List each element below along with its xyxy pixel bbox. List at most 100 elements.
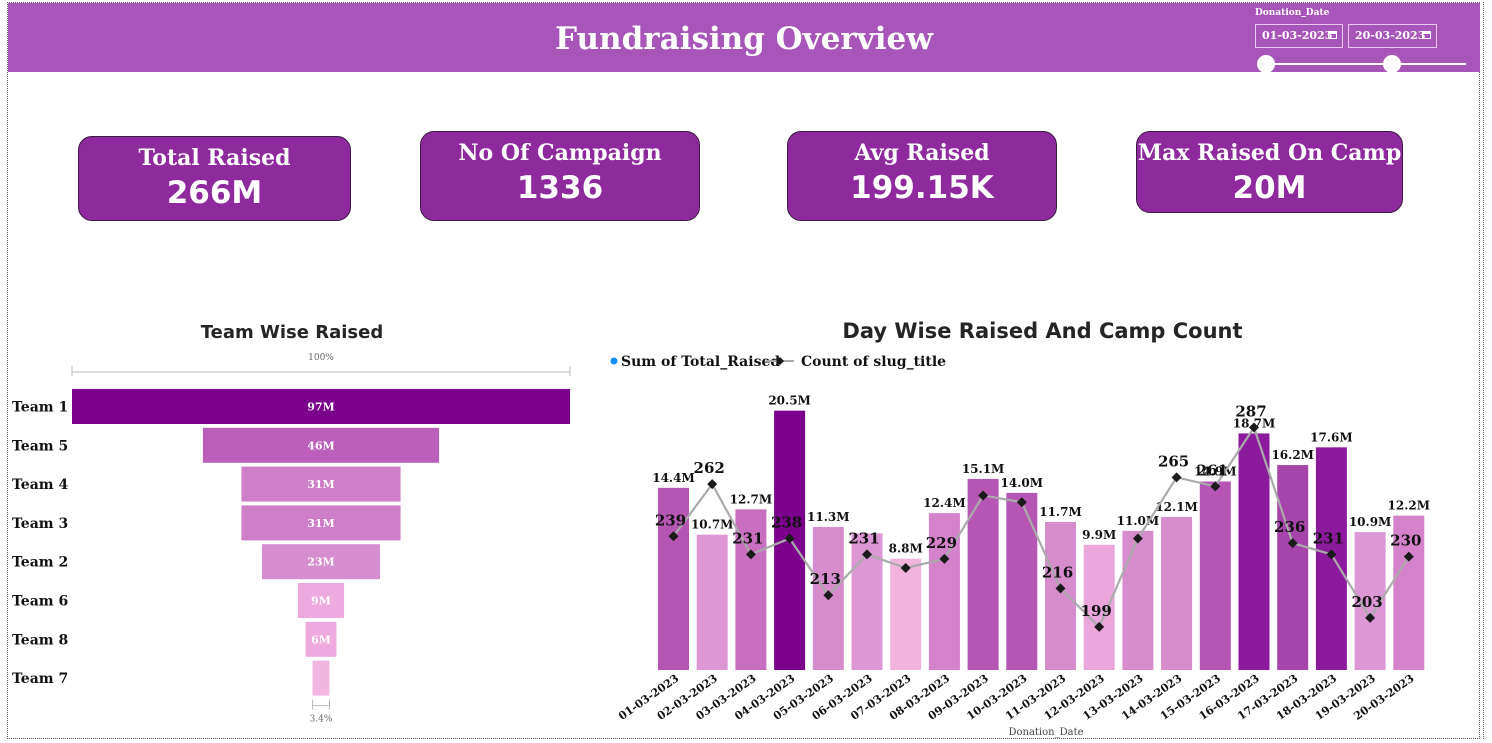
line-data-label: 216 — [1042, 563, 1073, 581]
funnel-data-label: 31M — [307, 517, 334, 530]
kpi-value: 199.15K — [850, 170, 994, 206]
line-data-label: 229 — [926, 534, 957, 552]
day-bar — [967, 478, 999, 670]
day-bar — [1083, 544, 1115, 670]
line-marker — [1326, 549, 1337, 560]
line-marker — [1249, 422, 1259, 433]
line-data-label: 230 — [1390, 532, 1421, 550]
line-marker — [823, 590, 834, 601]
bar-data-label: 9.9M — [1082, 528, 1116, 542]
start-date-input[interactable]: 01-03-2023 — [1255, 24, 1343, 48]
line-data-label: 231 — [1313, 529, 1344, 547]
line-data-label: 203 — [1351, 593, 1382, 611]
day-bar — [1122, 530, 1154, 670]
line-marker — [1016, 497, 1027, 508]
kpi-card-max-raised: Max Raised On Camp 20M — [1136, 131, 1403, 213]
bar-data-label: 17.6M — [1310, 430, 1353, 444]
kpi-label: Max Raised On Camp — [1137, 140, 1402, 166]
funnel-category-label: Team 7 — [12, 671, 68, 687]
funnel-top-label: 100% — [308, 353, 334, 363]
line-marker — [745, 549, 756, 560]
page-title: Fundraising Overview — [555, 21, 933, 57]
day-bar — [928, 513, 960, 670]
line-marker — [1094, 621, 1105, 632]
end-date-input[interactable]: 20-03-2023 — [1348, 24, 1437, 48]
funnel-bar — [305, 621, 337, 657]
line-data-label: 265 — [1158, 452, 1189, 470]
funnel-bottom-label: 3.4% — [310, 715, 333, 725]
kpi-card-total-raised: Total Raised 266M — [78, 136, 351, 221]
funnel-category-label: Team 8 — [12, 632, 68, 648]
bar-data-label: 14.9M — [1194, 464, 1237, 478]
line-marker — [939, 553, 950, 564]
funnel-bar — [261, 544, 381, 580]
funnel-category-label: Team 2 — [12, 555, 68, 571]
line-marker — [978, 490, 989, 501]
funnel-category-label: Team 4 — [12, 477, 68, 493]
day-bar — [658, 487, 689, 670]
funnel-data-label: 97M — [307, 401, 334, 414]
end-date-value: 20-03-2023 — [1355, 29, 1426, 42]
funnel-bar — [202, 427, 440, 463]
line-marker — [1403, 551, 1414, 562]
kpi-value: 1336 — [516, 170, 604, 206]
bar-data-label: 11.7M — [1039, 505, 1082, 519]
line-marker — [1210, 481, 1221, 492]
line-marker — [668, 531, 679, 542]
funnel-category-label: Team 5 — [12, 438, 68, 454]
dashboard-frame — [7, 2, 1480, 739]
legend-bar-label: Sum of Total_Raised — [621, 354, 780, 370]
combo-chart-title: Day Wise Raised And Camp Count — [842, 319, 1243, 343]
date-range-slider[interactable] — [1266, 63, 1466, 65]
legend-line-label: Count of slug_title — [801, 354, 946, 370]
bar-data-label: 16.2M — [1271, 448, 1314, 462]
funnel-bar — [297, 583, 345, 618]
camp-count-line — [672, 424, 1410, 629]
funnel-bar — [241, 466, 401, 502]
funnel-data-label: 46M — [307, 439, 334, 452]
line-data-label: 231 — [848, 529, 879, 547]
bar-data-label: 14.4M — [652, 471, 695, 485]
line-marker — [1171, 472, 1182, 483]
day-bar — [1161, 516, 1193, 670]
line-data-label: 199 — [1081, 602, 1112, 620]
bar-data-label: 12.4M — [923, 496, 966, 510]
kpi-label: Total Raised — [138, 145, 291, 171]
calendar-icon[interactable] — [1422, 31, 1431, 39]
funnel-data-label: 9M — [311, 595, 331, 608]
line-data-label: 238 — [771, 514, 802, 532]
bar-data-label: 11.0M — [1117, 514, 1160, 528]
legend-bar-marker — [610, 357, 618, 365]
bar-data-label: 12.1M — [1155, 500, 1198, 514]
funnel-data-label: 23M — [307, 556, 334, 569]
day-bar — [890, 558, 922, 670]
day-bar — [696, 534, 728, 670]
slider-end-handle[interactable] — [1383, 55, 1401, 73]
bar-data-label: 11.3M — [807, 510, 850, 524]
x-axis-title: Donation_Date — [1008, 727, 1083, 738]
line-marker — [1365, 612, 1376, 623]
line-marker — [1055, 583, 1066, 594]
kpi-card-campaign-count: No Of Campaign 1336 — [420, 131, 700, 221]
kpi-value: 20M — [1232, 170, 1307, 206]
team-funnel-chart: 100% Team 1 97M Team 5 46M Team 4 31M Team 3 31M… — [12, 353, 571, 725]
day-bar — [1238, 433, 1270, 670]
line-data-label: 213 — [810, 570, 841, 588]
bar-data-label: 10.7M — [691, 518, 734, 532]
slider-start-handle[interactable] — [1257, 55, 1275, 73]
day-bar — [1006, 492, 1038, 670]
start-date-value: 01-03-2023 — [1262, 29, 1333, 42]
legend-line-marker — [776, 357, 784, 365]
funnel-data-label: 31M — [307, 478, 334, 491]
line-data-label: 239 — [655, 511, 686, 529]
bar-data-label: 8.8M — [889, 542, 923, 556]
header-bar: Fundraising Overview — [8, 3, 1480, 72]
funnel-category-label: Team 6 — [12, 594, 68, 610]
line-marker — [707, 479, 718, 490]
line-data-label: 236 — [1274, 518, 1305, 536]
calendar-icon[interactable] — [1328, 31, 1337, 39]
line-data-label: 231 — [732, 529, 763, 547]
frame-edge — [1483, 2, 1485, 739]
funnel-bar — [312, 660, 330, 696]
day-bar — [1393, 515, 1425, 670]
